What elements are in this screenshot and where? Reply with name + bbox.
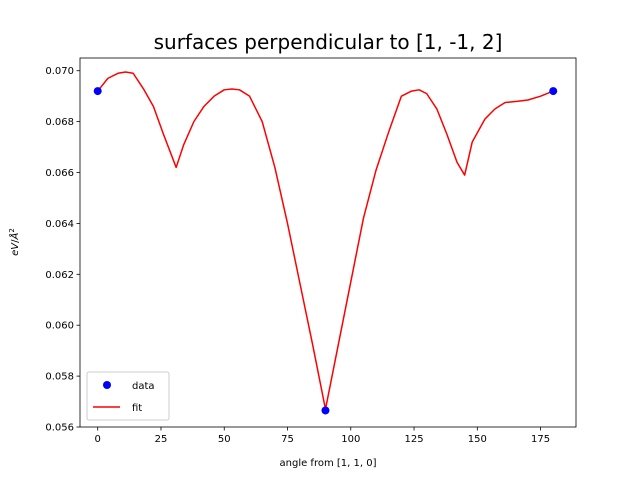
y-tick-label: 0.064 (45, 219, 74, 230)
y-tick-label: 0.068 (45, 117, 74, 128)
legend-data-label: data (132, 381, 155, 392)
y-tick-label: 0.056 (45, 423, 74, 434)
axes-frame (79, 57, 577, 428)
y-tick-label: 0.060 (45, 321, 74, 332)
legend-fit-label: fit (132, 403, 142, 414)
y-axis-label: eV/Å2 (8, 228, 21, 256)
axis-ticks: 0 25 50 75 100 125 150 175 0.056 0.058 0.060 0.062 0… (45, 66, 550, 445)
x-tick-label: 175 (531, 434, 550, 445)
x-tick-label: 150 (468, 434, 487, 445)
y-tick-label: 0.066 (45, 168, 74, 179)
y-tick-label: 0.070 (45, 66, 74, 77)
data-point (321, 406, 330, 415)
data-point (93, 87, 102, 96)
x-tick-label: 100 (341, 434, 360, 445)
data-point (549, 87, 558, 96)
x-axis-label: angle from [1, 1, 0] (280, 458, 377, 469)
legend-data-marker (103, 381, 111, 389)
y-tick-label: 0.058 (45, 372, 74, 383)
x-tick-label: 25 (155, 434, 168, 445)
fit-series-line (97, 71, 554, 410)
chart-title: surfaces perpendicular to [1, -1, 2] (154, 30, 503, 54)
x-tick-label: 125 (404, 434, 423, 445)
y-tick-label: 0.062 (45, 270, 74, 281)
x-tick-label: 50 (218, 434, 231, 445)
plot-area (93, 71, 558, 415)
legend-box (86, 371, 170, 421)
x-tick-label: 0 (95, 434, 101, 445)
x-tick-label: 75 (281, 434, 294, 445)
legend: data fit (86, 371, 170, 421)
